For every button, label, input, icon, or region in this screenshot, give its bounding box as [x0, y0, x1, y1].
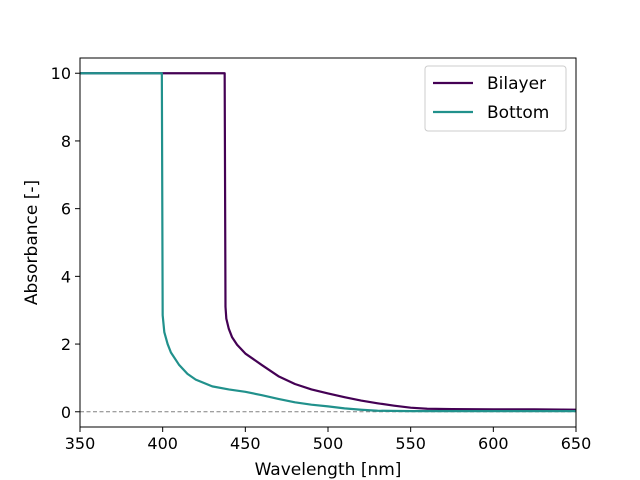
y-tick-label: 8: [61, 132, 71, 151]
x-tick-label: 400: [147, 434, 178, 453]
y-tick-label: 6: [61, 200, 71, 219]
y-axis-label: Absorbance [-]: [22, 180, 42, 305]
x-tick-label: 450: [230, 434, 261, 453]
x-tick-label: 550: [395, 434, 426, 453]
legend: Bilayer Bottom: [424, 65, 567, 132]
x-tick-label: 600: [478, 434, 509, 453]
x-axis-ticks: 350 400 450 500 550 600 650: [65, 427, 592, 453]
x-tick-label: 350: [65, 434, 96, 453]
x-axis-label: Wavelength [nm]: [255, 460, 402, 480]
x-tick-label: 650: [561, 434, 592, 453]
y-tick-label: 10: [51, 64, 71, 83]
y-tick-label: 2: [61, 335, 71, 354]
x-tick-label: 500: [313, 434, 344, 453]
legend-label-bilayer: Bilayer: [487, 74, 546, 94]
y-tick-label: 0: [61, 403, 71, 422]
y-tick-label: 4: [61, 267, 71, 286]
series-lines: [80, 72, 577, 413]
y-axis-ticks: 0 2 4 6 8 10: [51, 64, 80, 422]
legend-label-bottom: Bottom: [487, 103, 549, 123]
series-line-bottom: [80, 72, 576, 413]
series-line-bilayer: [80, 72, 577, 411]
